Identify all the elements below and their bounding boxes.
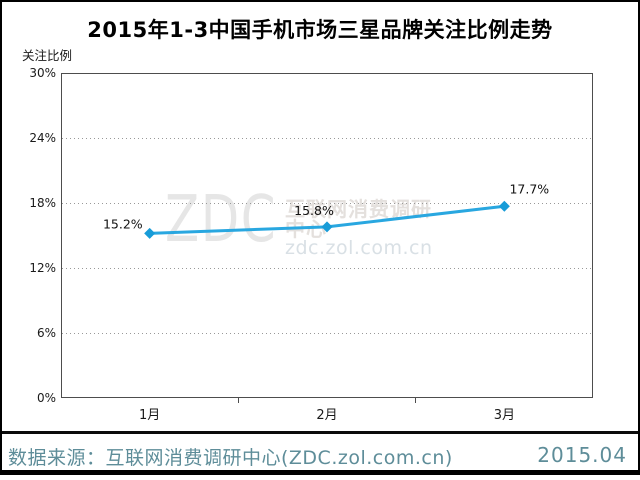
y-tick-label: 24% (29, 131, 56, 145)
watermark-url-text: zdc.zol.com.cn (285, 237, 433, 259)
data-point-label: 17.7% (509, 181, 549, 196)
data-point-label: 15.8% (294, 203, 334, 218)
y-axis-title: 关注比例 (22, 48, 73, 63)
x-tick-label: 3月 (493, 408, 515, 423)
zdc-watermark-logo: ZDC (165, 183, 278, 257)
y-tick-label: 12% (29, 261, 56, 275)
y-tick-label: 30% (29, 66, 56, 80)
y-tick-label: 6% (36, 326, 56, 340)
y-tick-label: 18% (29, 196, 56, 210)
data-point-marker (498, 200, 510, 212)
data-source-text: 数据来源：互联网消费调研中心(ZDC.zol.com.cn) (8, 447, 453, 469)
trend-line-chart: 15.2% 15.8% 17.7% (61, 73, 593, 403)
data-point-marker (321, 221, 333, 233)
data-point-label: 15.2% (103, 216, 143, 231)
x-tick-label: 1月 (139, 408, 161, 423)
footer-separator (0, 431, 640, 434)
chart-title: 2015年1-3中国手机市场三星品牌关注比例走势 (87, 18, 553, 42)
x-tick-label: 2月 (316, 408, 338, 423)
plot-area: 15.2% 15.8% 17.7% (61, 73, 593, 409)
y-tick-label: 0% (36, 391, 56, 405)
report-date: 2015.04 (537, 443, 627, 467)
data-point-marker (144, 227, 156, 239)
plot-border (61, 73, 593, 398)
